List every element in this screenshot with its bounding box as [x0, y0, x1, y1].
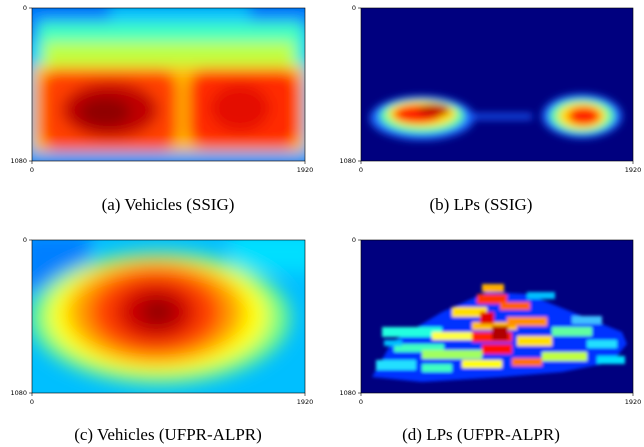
- tick-right: 1920: [297, 398, 314, 406]
- heatmap-panel-b: 0 1080 0 1920: [322, 0, 644, 178]
- heatmap-lps-ssig: 0 1080 0 1920: [339, 4, 642, 174]
- caption-c: (c) Vehicles (UFPR-ALPR): [74, 425, 262, 444]
- caption-a: (a) Vehicles (SSIG): [101, 195, 235, 214]
- tick-bottom: 1080: [10, 389, 27, 397]
- heatmap-panel-d: 0 1080 0 1920: [322, 232, 644, 410]
- tick-top: 0: [23, 236, 27, 244]
- tick-left: 0: [359, 166, 363, 174]
- tick-right: 1920: [625, 398, 642, 406]
- tick-left: 0: [30, 166, 34, 174]
- tick-top: 0: [352, 236, 356, 244]
- caption-d: (d) LPs (UFPR-ALPR): [402, 425, 560, 444]
- tick-left: 0: [359, 398, 363, 406]
- tick-bottom: 1080: [10, 157, 27, 165]
- tick-left: 0: [30, 398, 34, 406]
- tick-right: 1920: [625, 166, 642, 174]
- heatmap-vehicles-ufpr: 0 1080 0 1920: [10, 236, 314, 406]
- tick-top: 0: [23, 4, 27, 12]
- caption-b: (b) LPs (SSIG): [429, 195, 533, 214]
- heatmap-lps-ufpr: 0 1080 0 1920: [339, 236, 642, 406]
- heatmap-panel-a: 0 1080 0 1920: [0, 0, 322, 178]
- tick-right: 1920: [297, 166, 314, 174]
- heatmap-panel-c: 0 1080 0 1920: [0, 232, 322, 410]
- heatmap-vehicles-ssig: 0 1080 0 1920: [10, 4, 314, 174]
- tick-top: 0: [352, 4, 356, 12]
- tick-bottom: 1080: [339, 157, 356, 165]
- tick-bottom: 1080: [339, 389, 356, 397]
